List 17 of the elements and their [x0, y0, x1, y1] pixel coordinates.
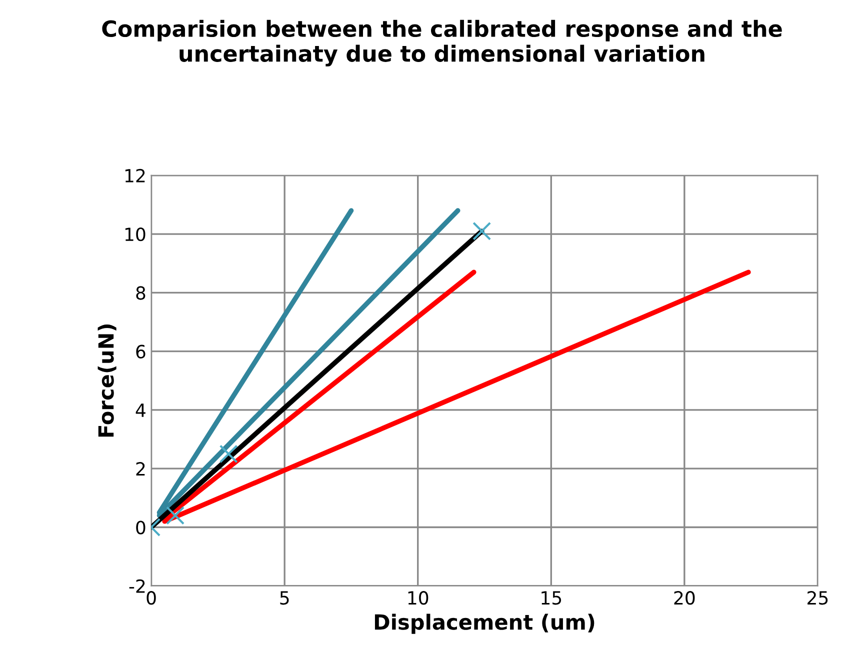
x-axis-title: Displacement (um): [374, 614, 594, 634]
x-tick-label: 0: [146, 591, 156, 605]
y-tick-label: 6: [136, 344, 146, 358]
y-axis-title: Force(uN): [98, 324, 116, 437]
y-tick-label: 12: [125, 168, 145, 182]
y-tick-label: 10: [125, 228, 146, 242]
y-tick-label: 4: [136, 404, 146, 417]
x-tick-label: 25: [808, 591, 828, 605]
x-tick-label: 20: [674, 591, 695, 605]
y-tick-label: 0: [136, 520, 146, 534]
chart-title: Comparision between the calibrated response and the uncertainaty due to dimensional variation: [102, 20, 782, 66]
y-tick-label: 8: [136, 286, 146, 300]
y-tick-label: -2: [129, 579, 145, 593]
y-tick-label: 2: [136, 462, 145, 476]
x-tick-label: 5: [280, 591, 289, 605]
x-tick-label: 15: [542, 591, 562, 605]
x-tick-label: 10: [408, 591, 428, 605]
